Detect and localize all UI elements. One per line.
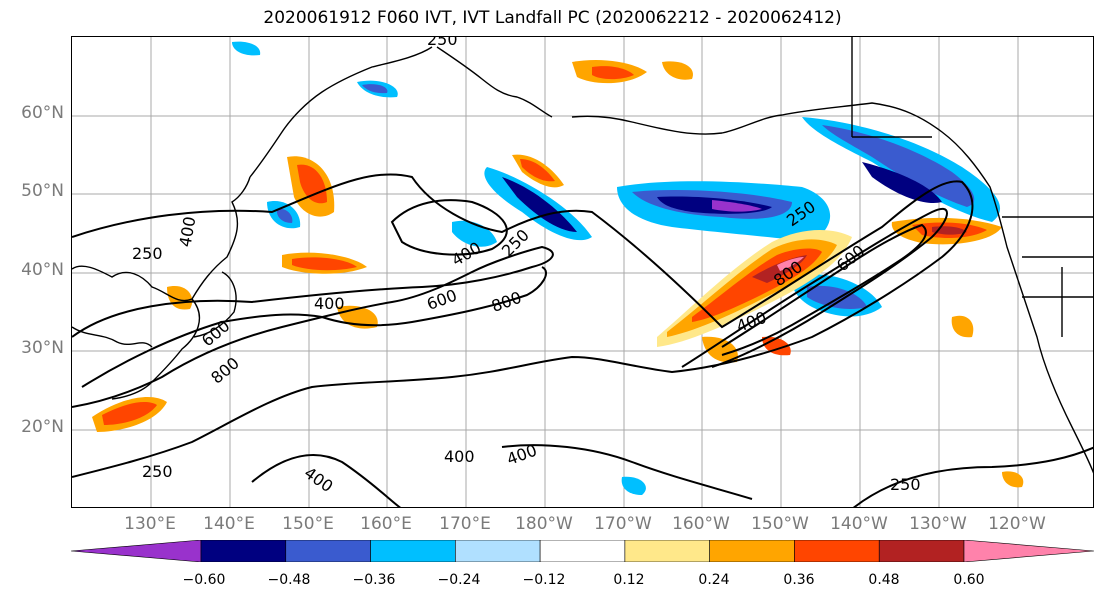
ivt-contours bbox=[72, 173, 1093, 507]
colorbar-tick-label: 0.48 bbox=[868, 572, 900, 588]
lat-label: 20°N bbox=[21, 417, 64, 437]
contour-label: 250 bbox=[132, 244, 163, 263]
colorbar-tick-label: 0.60 bbox=[953, 572, 985, 588]
colorbar-tick-label: −0.36 bbox=[352, 572, 396, 588]
colorbar-segment bbox=[794, 540, 880, 562]
contour-label: 600 bbox=[424, 286, 459, 314]
lat-label: 30°N bbox=[21, 338, 64, 358]
lon-label: 140°E bbox=[203, 514, 255, 534]
colorbar bbox=[71, 540, 1094, 562]
lon-label: 150°W bbox=[751, 514, 809, 534]
colorbar-segment bbox=[539, 540, 626, 562]
lat-label: 50°N bbox=[21, 181, 64, 201]
lon-label: 120°W bbox=[988, 514, 1046, 534]
lon-label: 160°W bbox=[672, 514, 730, 534]
colorbar-segment bbox=[709, 540, 795, 562]
lon-label: 150°E bbox=[282, 514, 334, 534]
colorbar-segment bbox=[624, 540, 710, 562]
contour-label: 400 bbox=[301, 463, 337, 496]
lon-label: 170°E bbox=[439, 514, 491, 534]
colorbar-tick-label: −0.60 bbox=[182, 572, 226, 588]
contour-label: 800 bbox=[207, 353, 243, 387]
contour-label: 400 bbox=[314, 294, 345, 313]
lon-label: 130°E bbox=[124, 514, 176, 534]
contour-label: 400 bbox=[444, 447, 475, 466]
lon-label: 180°W bbox=[515, 514, 573, 534]
colorbar-segment bbox=[878, 540, 965, 562]
colorbar-extend-max bbox=[963, 540, 1094, 562]
contour-label: 400 bbox=[504, 441, 539, 469]
colorbar-tick-label: −0.48 bbox=[267, 572, 311, 588]
colorbar-tick-label: −0.24 bbox=[437, 572, 481, 588]
contour-label: 250 bbox=[142, 462, 173, 481]
colorbar-tick-label: −0.12 bbox=[522, 572, 566, 588]
coastlines bbox=[72, 37, 1093, 474]
colorbar-tick-label: 0.36 bbox=[783, 572, 815, 588]
colorbar-segment bbox=[455, 540, 541, 562]
lon-label: 140°W bbox=[830, 514, 888, 534]
lon-label: 130°W bbox=[909, 514, 967, 534]
lat-label: 60°N bbox=[21, 103, 64, 123]
lat-label: 40°N bbox=[21, 260, 64, 280]
map-title: 2020061912 F060 IVT, IVT Landfall PC (20… bbox=[263, 8, 842, 28]
map-canvas: 250 250 250 250 250 250 400 400 400 400 … bbox=[72, 37, 1093, 507]
colorbar-segment bbox=[200, 540, 287, 562]
colorbar-extend-min bbox=[71, 540, 202, 562]
colorbar-tick-label: 0.12 bbox=[613, 572, 645, 588]
map-frame: 250 250 250 250 250 250 400 400 400 400 … bbox=[71, 36, 1094, 508]
contour-label: 250 bbox=[890, 475, 921, 494]
ivt-pc-shading bbox=[92, 41, 1024, 495]
contour-label: 400 bbox=[175, 215, 199, 248]
contour-label: 800 bbox=[489, 288, 524, 316]
contour-label: 250 bbox=[427, 37, 458, 49]
colorbar-segment bbox=[370, 540, 456, 562]
lon-label: 170°W bbox=[594, 514, 652, 534]
colorbar-tick-label: 0.24 bbox=[698, 572, 730, 588]
colorbar-segment bbox=[285, 540, 371, 562]
lon-label: 160°E bbox=[360, 514, 412, 534]
graticule bbox=[72, 37, 1093, 507]
